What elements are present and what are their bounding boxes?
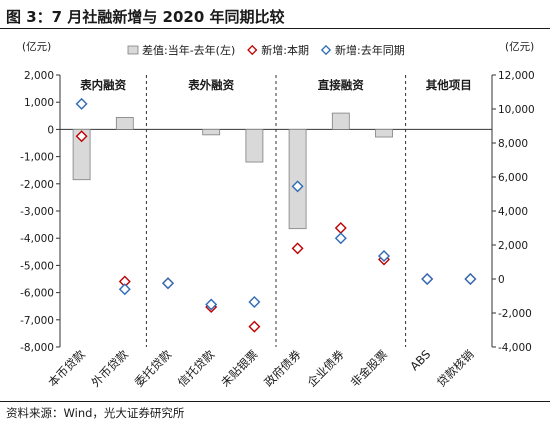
current-period-marker bbox=[334, 222, 347, 234]
group-label: 表外融资 bbox=[187, 78, 234, 92]
prior-year-marker bbox=[205, 298, 218, 311]
right-tick-label: 0 bbox=[498, 274, 505, 286]
right-tick-label: -2,000 bbox=[498, 308, 532, 320]
prior-year-marker bbox=[118, 283, 131, 296]
left-tick-label: -1,000 bbox=[20, 152, 54, 164]
x-tick-label: 非金股票 bbox=[348, 347, 390, 389]
legend-swatch-diff bbox=[127, 45, 139, 55]
figure-source: 资料来源：Wind，光大证券研究所 bbox=[6, 406, 185, 420]
legend-label: 差值:当年-去年(左) bbox=[142, 43, 235, 57]
source-divider bbox=[0, 401, 550, 402]
prior-year-marker bbox=[334, 232, 347, 245]
prior-year-marker bbox=[421, 273, 434, 285]
left-tick-label: 2,000 bbox=[24, 70, 54, 82]
group-label: 表内融资 bbox=[79, 78, 126, 92]
prior-year-marker bbox=[464, 273, 477, 285]
bar-marker-chart: -8,000 -7,000 -6,000 -5,000 -4,000 -3,000 -2,0… bbox=[20, 40, 535, 390]
x-tick-label: 外币贷款 bbox=[88, 347, 131, 390]
right-tick-label: -4,000 bbox=[498, 342, 532, 354]
left-axis-unit: (亿元) bbox=[22, 40, 51, 53]
legend-label: 新增:去年同期 bbox=[335, 43, 405, 57]
prior-year-marker bbox=[162, 277, 174, 290]
right-tick-label: 8,000 bbox=[498, 138, 528, 150]
right-tick-label: 2,000 bbox=[498, 240, 528, 252]
x-tick-label: 企业债券 bbox=[304, 347, 347, 390]
left-tick-label: -3,000 bbox=[20, 206, 54, 218]
x-tick-label: 贷款核销 bbox=[434, 347, 476, 389]
x-tick-label: ABS bbox=[407, 347, 433, 373]
left-tick-label: -8,000 bbox=[20, 342, 54, 354]
legend-swatch-current bbox=[247, 44, 258, 56]
figure-title: 图 3：7 月社融新增与 2020 年同期比较 bbox=[6, 8, 285, 26]
group-label: 其他项目 bbox=[426, 78, 472, 92]
prior-year-marker bbox=[291, 180, 304, 193]
left-tick-label: -2,000 bbox=[20, 179, 54, 191]
group-label: 直接融资 bbox=[318, 78, 364, 92]
left-tick-label: 1,000 bbox=[24, 97, 54, 109]
right-tick-label: 10,000 bbox=[498, 104, 535, 116]
current-period-marker bbox=[75, 130, 88, 143]
diff-bar bbox=[331, 112, 350, 130]
diff-bar bbox=[202, 129, 221, 136]
right-tick-label: 4,000 bbox=[498, 206, 528, 218]
legend-label: 新增:本期 bbox=[261, 43, 309, 57]
x-tick-label: 政府债券 bbox=[261, 347, 304, 390]
diff-bar bbox=[375, 129, 393, 138]
x-tick-label: 委托贷款 bbox=[132, 347, 175, 390]
diff-bar bbox=[288, 129, 307, 230]
left-tick-label: -4,000 bbox=[20, 233, 54, 245]
diff-bar bbox=[72, 129, 91, 181]
title-divider bbox=[0, 28, 550, 29]
left-tick-label: -5,000 bbox=[20, 260, 54, 272]
diff-bar bbox=[245, 129, 264, 163]
current-period-marker bbox=[248, 320, 261, 333]
x-tick-label: 信托贷款 bbox=[175, 347, 218, 390]
prior-year-marker bbox=[248, 295, 261, 308]
right-tick-label: 6,000 bbox=[498, 172, 528, 184]
x-tick-label: 未贴银票 bbox=[218, 347, 260, 389]
left-tick-label: -6,000 bbox=[20, 288, 54, 300]
legend-swatch-prior bbox=[320, 44, 332, 56]
diff-bar bbox=[115, 117, 134, 130]
current-period-marker bbox=[291, 242, 304, 255]
left-tick-label: 0 bbox=[47, 124, 54, 136]
right-tick-label: 12,000 bbox=[498, 70, 535, 82]
left-tick-label: -7,000 bbox=[20, 315, 54, 327]
prior-year-marker bbox=[378, 250, 390, 263]
prior-year-marker bbox=[75, 97, 88, 110]
right-axis-unit: (亿元) bbox=[505, 40, 534, 53]
